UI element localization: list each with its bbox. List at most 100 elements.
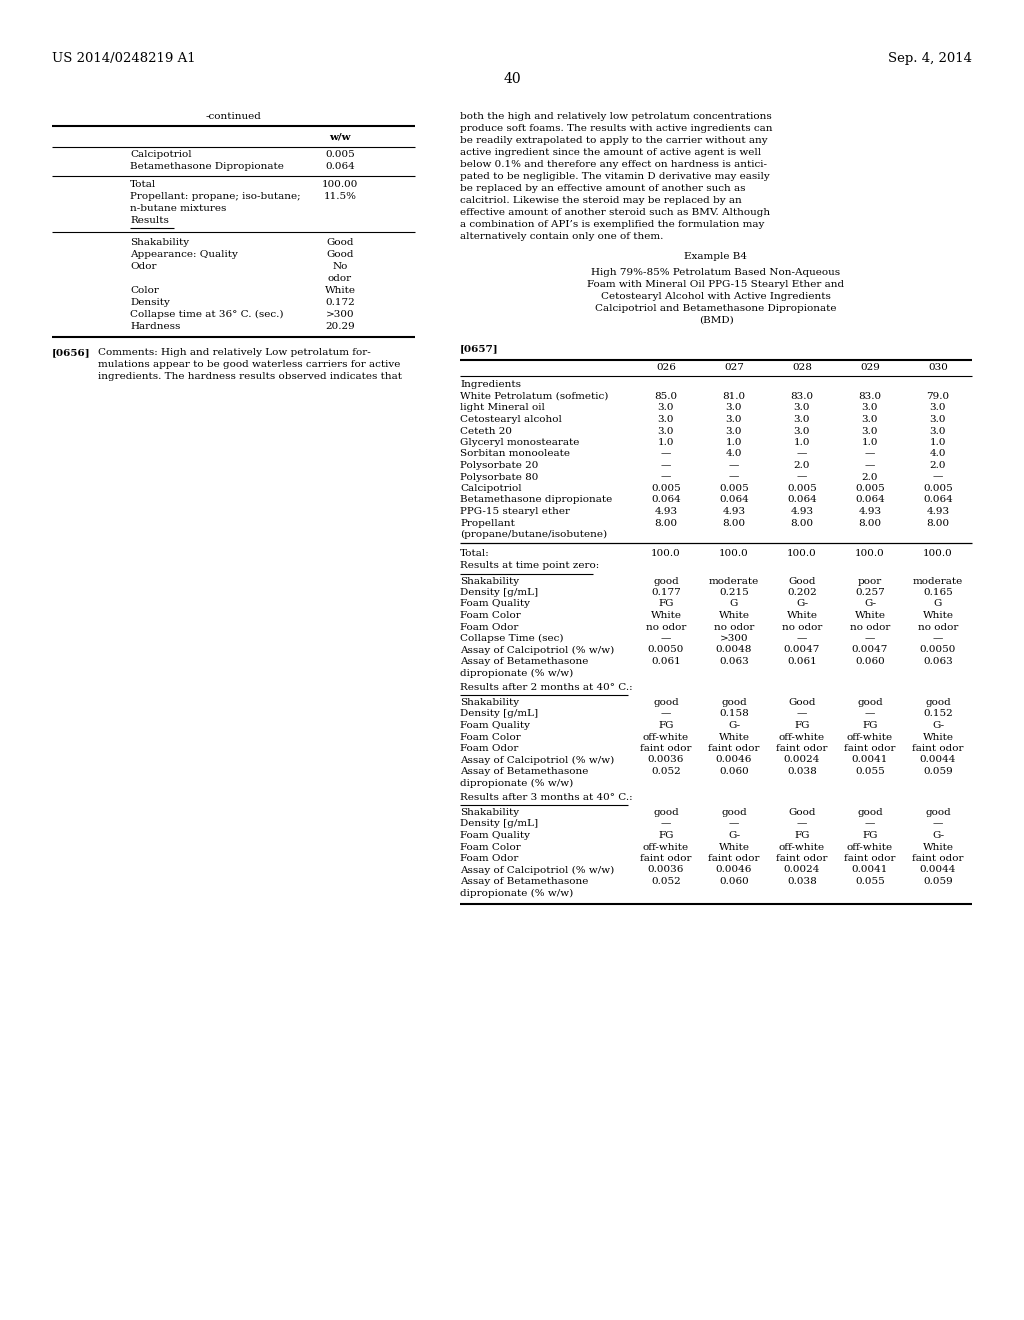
Text: 0.152: 0.152: [923, 710, 953, 718]
Text: —: —: [865, 710, 876, 718]
Text: Glyceryl monostearate: Glyceryl monostearate: [460, 438, 580, 447]
Text: 0.158: 0.158: [719, 710, 749, 718]
Text: odor: odor: [328, 275, 352, 282]
Text: Density [g/mL]: Density [g/mL]: [460, 710, 539, 718]
Text: G-: G-: [796, 599, 808, 609]
Text: faint odor: faint odor: [640, 854, 692, 863]
Text: 3.0: 3.0: [726, 414, 742, 424]
Text: 4.93: 4.93: [723, 507, 745, 516]
Text: Good: Good: [327, 249, 353, 259]
Text: >300: >300: [326, 310, 354, 319]
Text: Density [g/mL]: Density [g/mL]: [460, 820, 539, 829]
Text: (propane/butane/isobutene): (propane/butane/isobutene): [460, 531, 607, 539]
Text: 100.0: 100.0: [651, 549, 681, 557]
Text: —: —: [797, 710, 807, 718]
Text: 3.0: 3.0: [794, 426, 810, 436]
Text: Collapse time at 36° C. (sec.): Collapse time at 36° C. (sec.): [130, 310, 284, 319]
Text: 11.5%: 11.5%: [324, 191, 356, 201]
Text: n-butane mixtures: n-butane mixtures: [130, 205, 226, 213]
Text: faint odor: faint odor: [776, 854, 827, 863]
Text: 0.038: 0.038: [787, 876, 817, 886]
Text: (BMD): (BMD): [698, 315, 733, 325]
Text: faint odor: faint odor: [709, 854, 760, 863]
Text: 20.29: 20.29: [326, 322, 355, 331]
Text: 85.0: 85.0: [654, 392, 678, 401]
Text: faint odor: faint odor: [844, 744, 896, 752]
Text: poor: poor: [858, 577, 882, 586]
Text: 0.005: 0.005: [719, 484, 749, 492]
Text: —: —: [797, 634, 807, 643]
Text: —: —: [865, 461, 876, 470]
Text: Foam Quality: Foam Quality: [460, 721, 530, 730]
Text: —: —: [660, 710, 671, 718]
Text: Assay of Calcipotriol (% w/w): Assay of Calcipotriol (% w/w): [460, 866, 614, 875]
Text: good: good: [925, 698, 951, 708]
Text: Good: Good: [788, 577, 816, 586]
Text: White: White: [719, 842, 750, 851]
Text: 029: 029: [860, 363, 880, 372]
Text: FG: FG: [795, 721, 810, 730]
Text: calcitriol. Likewise the steroid may be replaced by an: calcitriol. Likewise the steroid may be …: [460, 195, 741, 205]
Text: Sep. 4, 2014: Sep. 4, 2014: [888, 51, 972, 65]
Text: 3.0: 3.0: [657, 426, 674, 436]
Text: Good: Good: [788, 808, 816, 817]
Text: 3.0: 3.0: [930, 414, 946, 424]
Text: below 0.1% and therefore any effect on hardness is antici-: below 0.1% and therefore any effect on h…: [460, 160, 767, 169]
Text: Appearance: Quality: Appearance: Quality: [130, 249, 238, 259]
Text: 027: 027: [724, 363, 744, 372]
Text: 026: 026: [656, 363, 676, 372]
Text: 3.0: 3.0: [657, 414, 674, 424]
Text: good: good: [857, 808, 883, 817]
Text: off-white: off-white: [847, 733, 893, 742]
Text: —: —: [797, 820, 807, 829]
Text: 3.0: 3.0: [930, 404, 946, 412]
Text: 0.063: 0.063: [923, 657, 953, 667]
Text: Assay of Calcipotriol (% w/w): Assay of Calcipotriol (% w/w): [460, 645, 614, 655]
Text: White Petrolatum (sofmetic): White Petrolatum (sofmetic): [460, 392, 608, 401]
Text: FG: FG: [658, 599, 674, 609]
Text: [0656]: [0656]: [52, 348, 91, 356]
Text: —: —: [660, 634, 671, 643]
Text: no odor: no odor: [714, 623, 755, 631]
Text: Total: Total: [130, 180, 157, 189]
Text: —: —: [797, 473, 807, 482]
Text: both the high and relatively low petrolatum concentrations: both the high and relatively low petrola…: [460, 112, 772, 121]
Text: faint odor: faint odor: [640, 744, 692, 752]
Text: Foam Quality: Foam Quality: [460, 599, 530, 609]
Text: Foam Quality: Foam Quality: [460, 832, 530, 840]
Text: 83.0: 83.0: [791, 392, 813, 401]
Text: 4.93: 4.93: [858, 507, 882, 516]
Text: Polysorbate 20: Polysorbate 20: [460, 461, 539, 470]
Text: good: good: [653, 808, 679, 817]
Text: Shakability: Shakability: [460, 808, 519, 817]
Text: good: good: [721, 698, 746, 708]
Text: 0.052: 0.052: [651, 767, 681, 776]
Text: a combination of API’s is exemplified the formulation may: a combination of API’s is exemplified th…: [460, 220, 764, 228]
Text: 0.005: 0.005: [326, 150, 355, 158]
Text: —: —: [865, 634, 876, 643]
Text: Color: Color: [130, 286, 159, 294]
Text: >300: >300: [720, 634, 749, 643]
Text: 83.0: 83.0: [858, 392, 882, 401]
Text: Shakability: Shakability: [130, 238, 189, 247]
Text: 0.059: 0.059: [923, 876, 953, 886]
Text: 8.00: 8.00: [654, 519, 678, 528]
Text: —: —: [660, 820, 671, 829]
Text: no odor: no odor: [918, 623, 958, 631]
Text: Foam Odor: Foam Odor: [460, 744, 518, 752]
Text: Odor: Odor: [130, 261, 157, 271]
Text: ingredients. The hardness results observed indicates that: ingredients. The hardness results observ…: [98, 372, 402, 381]
Text: 3.0: 3.0: [657, 404, 674, 412]
Text: produce soft foams. The results with active ingredients can: produce soft foams. The results with act…: [460, 124, 772, 133]
Text: faint odor: faint odor: [844, 854, 896, 863]
Text: Foam with Mineral Oil PPG-15 Stearyl Ether and: Foam with Mineral Oil PPG-15 Stearyl Eth…: [588, 280, 845, 289]
Text: G: G: [934, 599, 942, 609]
Text: Shakability: Shakability: [460, 698, 519, 708]
Text: good: good: [653, 577, 679, 586]
Text: 40: 40: [503, 73, 521, 86]
Text: -continued: -continued: [206, 112, 261, 121]
Text: FG: FG: [862, 832, 878, 840]
Text: 3.0: 3.0: [862, 404, 879, 412]
Text: 81.0: 81.0: [723, 392, 745, 401]
Text: 0.215: 0.215: [719, 587, 749, 597]
